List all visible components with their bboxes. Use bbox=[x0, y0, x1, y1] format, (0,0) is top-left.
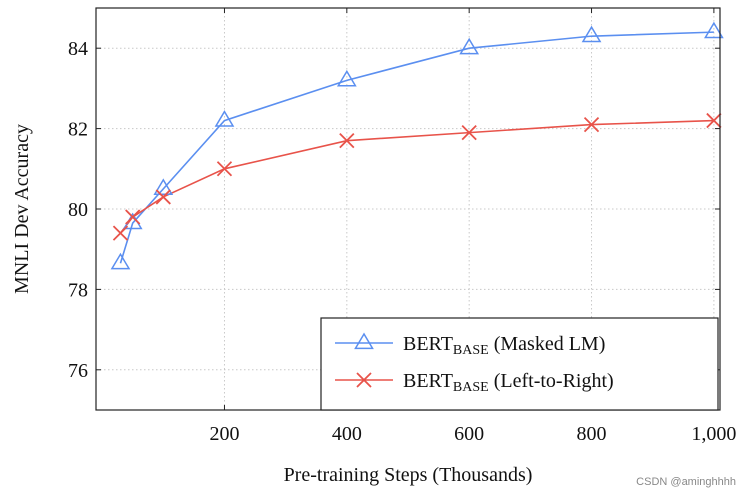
x-tick-label: 200 bbox=[209, 423, 239, 445]
x-marker-stroke bbox=[216, 161, 233, 177]
legend-box bbox=[320, 317, 719, 411]
x-tick-label: 800 bbox=[577, 423, 607, 445]
data-point-series-0 bbox=[581, 25, 602, 43]
series-line-0 bbox=[119, 31, 714, 264]
x-marker-stroke bbox=[356, 372, 372, 388]
x-marker-stroke bbox=[583, 116, 600, 133]
x-marker-stroke bbox=[339, 133, 355, 149]
data-point-series-1 bbox=[216, 161, 233, 177]
y-axis-label: MNLI Dev Accuracy bbox=[11, 124, 33, 294]
legend-label-1: BERTBASE (Left-to-Right) bbox=[403, 370, 614, 395]
y-tick-label: 78 bbox=[68, 279, 88, 301]
x-tick-label: 400 bbox=[332, 423, 362, 445]
x-marker-stroke bbox=[112, 225, 129, 241]
data-point-series-0 bbox=[110, 252, 131, 270]
data-point-series-1 bbox=[125, 209, 141, 225]
x-tick-label: 600 bbox=[454, 423, 484, 445]
legend-marker-0 bbox=[354, 332, 374, 350]
x-marker-stroke bbox=[155, 189, 171, 205]
x-axis-label: Pre-training Steps (Thousands) bbox=[284, 464, 533, 486]
data-point-series-1 bbox=[112, 225, 129, 241]
data-point-series-1 bbox=[155, 189, 171, 205]
x-tick-label: 1,000 bbox=[691, 423, 736, 445]
data-point-series-1 bbox=[583, 116, 600, 133]
data-point-series-0 bbox=[153, 178, 174, 196]
watermark-text: CSDN @aminghhhh bbox=[636, 476, 736, 488]
data-point-series-0 bbox=[214, 110, 235, 127]
y-tick-label: 82 bbox=[68, 119, 88, 141]
series-line-1 bbox=[119, 119, 714, 234]
x-marker-stroke bbox=[461, 124, 477, 141]
y-tick-label: 76 bbox=[68, 360, 88, 382]
data-point-series-1 bbox=[461, 124, 477, 141]
data-point-series-0 bbox=[459, 37, 480, 55]
legend-label-0: BERTBASE (Masked LM) bbox=[403, 333, 605, 358]
data-point-series-0 bbox=[704, 21, 724, 39]
data-point-series-1 bbox=[339, 133, 355, 149]
y-tick-label: 84 bbox=[68, 38, 88, 60]
x-marker-stroke bbox=[706, 112, 722, 129]
x-marker-stroke bbox=[125, 209, 141, 225]
legend-marker-1 bbox=[356, 372, 372, 388]
data-point-series-1 bbox=[706, 112, 722, 129]
data-point-series-0 bbox=[336, 69, 357, 87]
y-tick-label: 80 bbox=[68, 199, 88, 221]
